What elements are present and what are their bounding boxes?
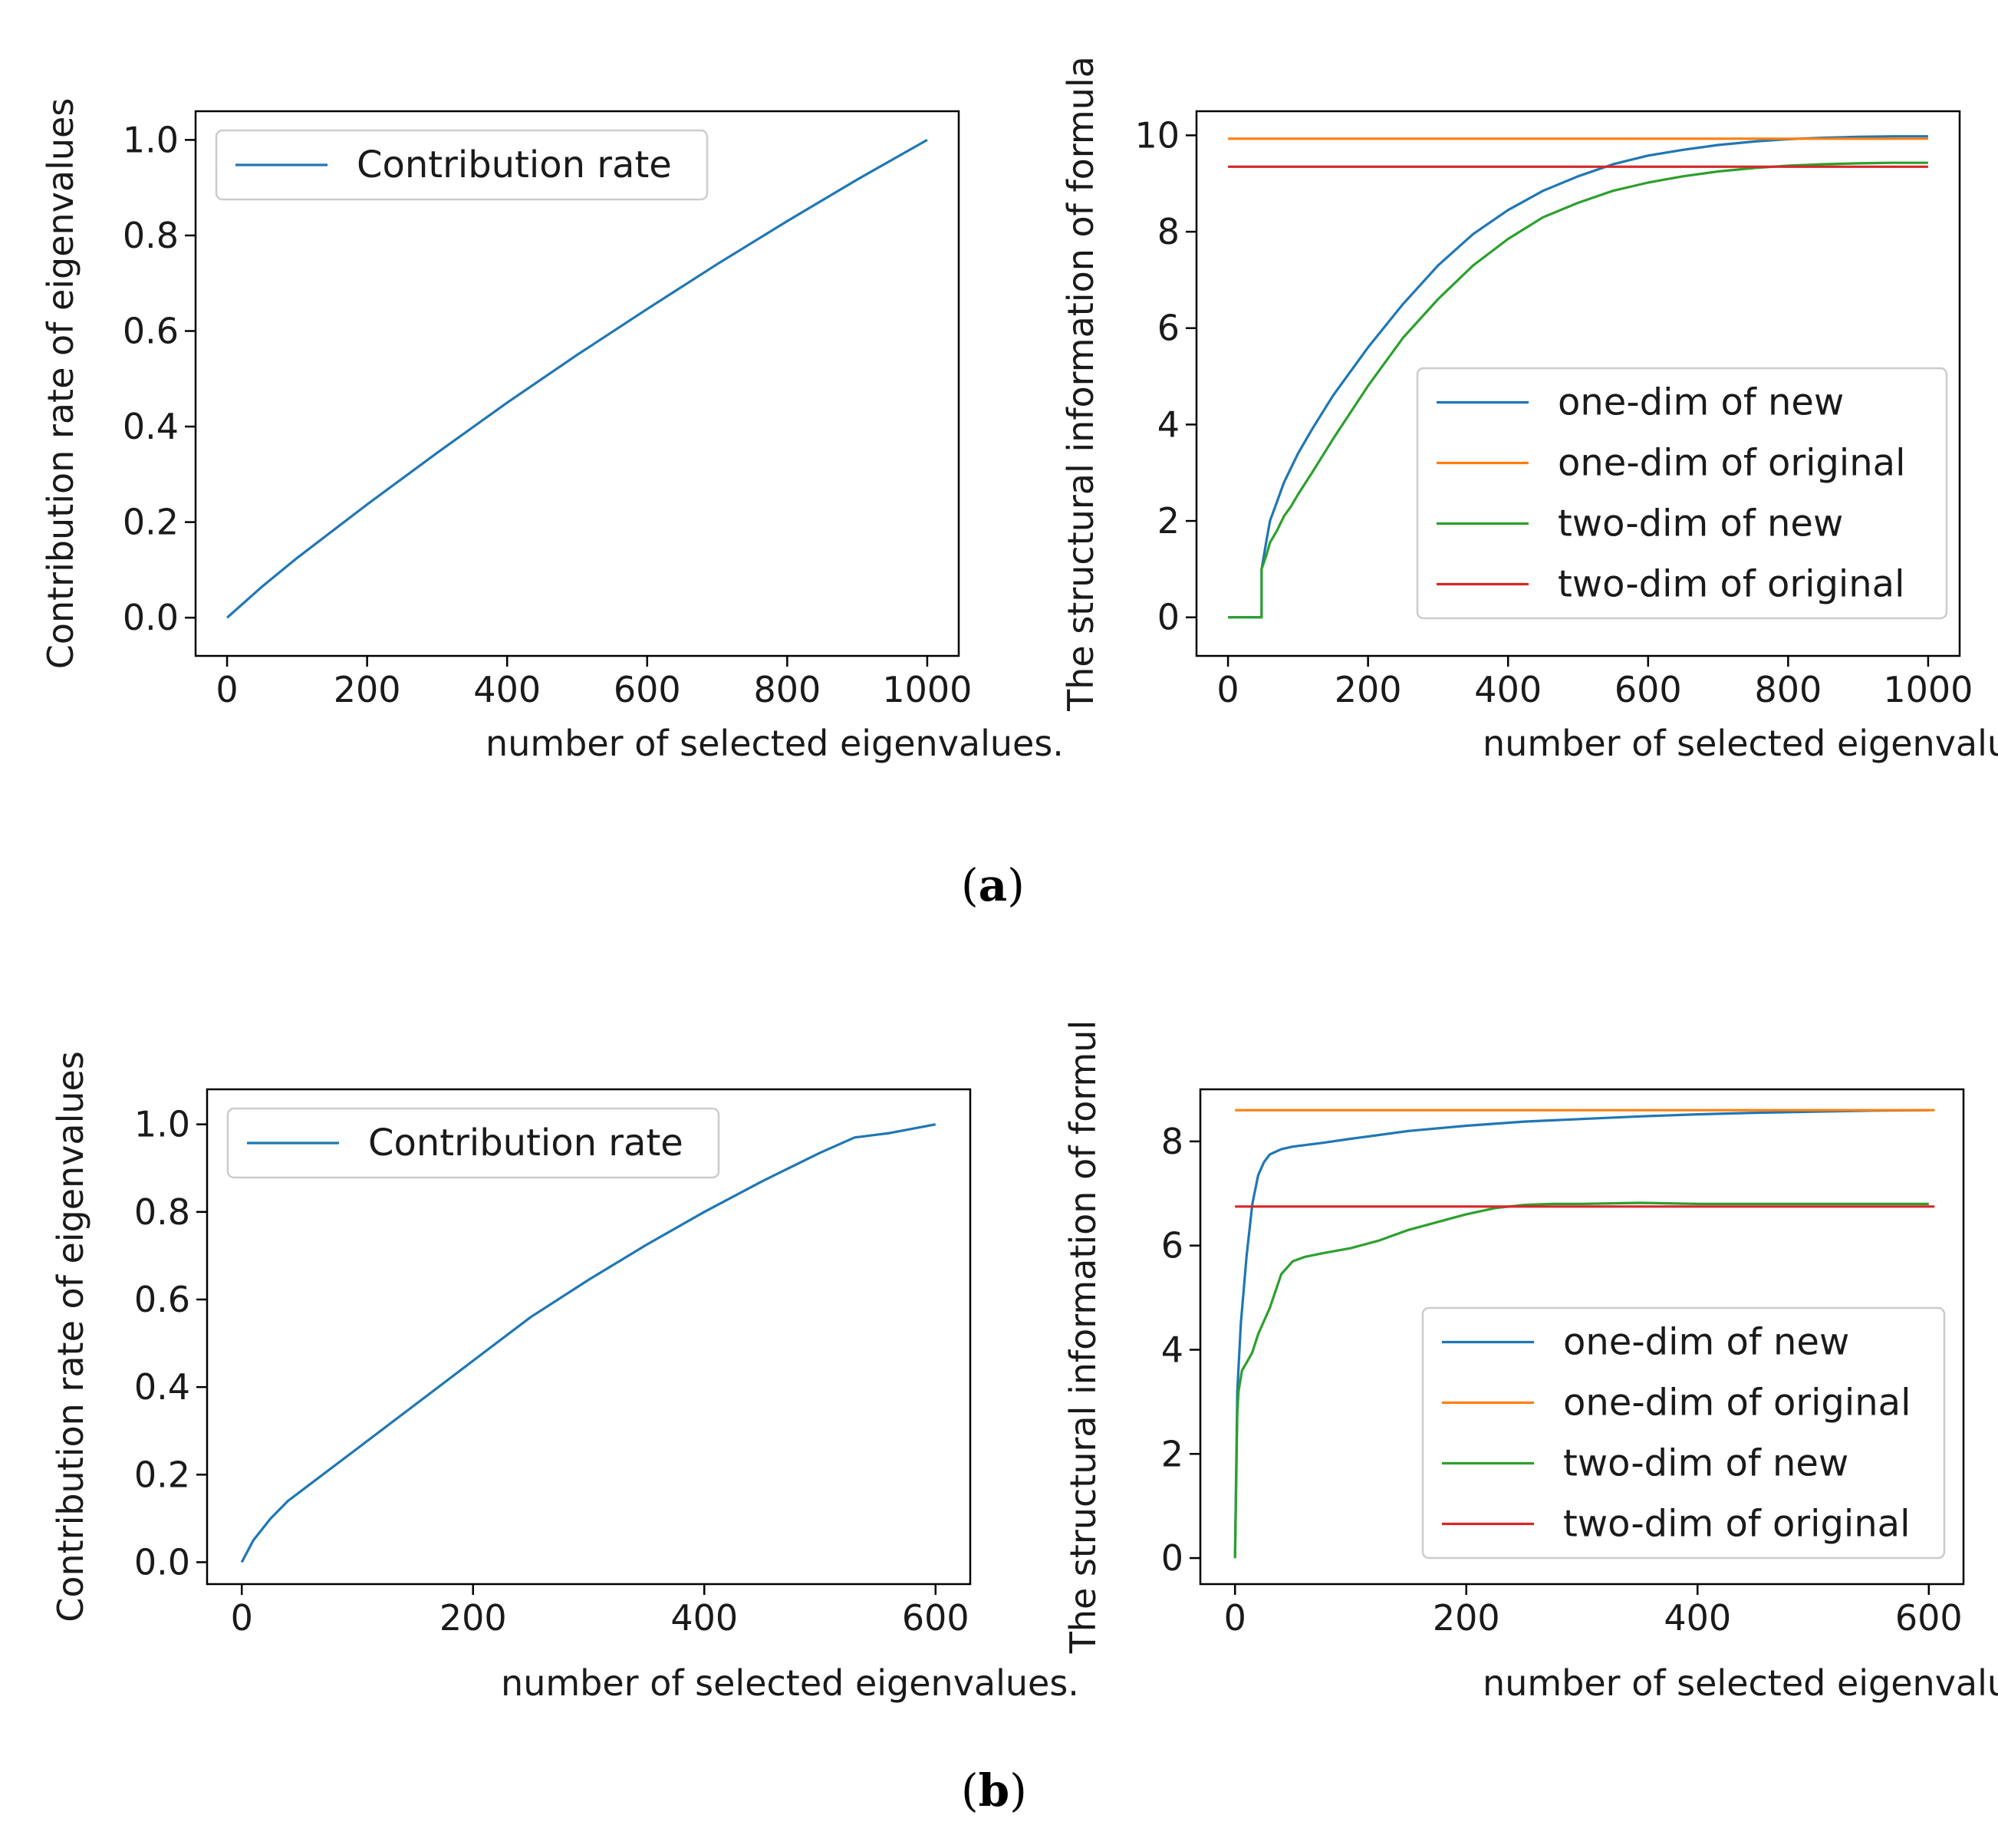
x-axis-label: number of selected eigenvalues. — [1483, 723, 1998, 764]
legend-box — [215, 129, 709, 201]
x-tick-label: 400 — [670, 1597, 738, 1639]
y-tick-label: 10 — [1134, 114, 1180, 156]
legend-box — [226, 1107, 720, 1179]
x-tick-label: 200 — [1433, 1597, 1500, 1639]
plot-frame — [1199, 1088, 1965, 1586]
legend-label: two-dim of new — [1558, 502, 1843, 545]
x-tick-label: 400 — [473, 669, 541, 710]
y-tick-label: 6 — [1157, 308, 1180, 349]
legend-label: one-dim of original — [1558, 442, 1905, 485]
y-axis-label: The structural information of formul — [1062, 1020, 1104, 1654]
y-axis-label: Contribution rate of eigenvalues — [40, 98, 81, 670]
legend-label: Contribution rate — [357, 143, 672, 186]
y-axis-label: Contribution rate of eigenvalues — [50, 1051, 91, 1622]
chart-a-right: 0 200 400 600 800 1000 0 2 4 6 8 10 number of select… — [1060, 56, 1998, 764]
legend-label: two-dim of new — [1563, 1442, 1848, 1485]
series-line-two-dim-of-new — [1233, 1201, 1929, 1559]
x-tick-label: 600 — [1895, 1597, 1963, 1639]
y-tick-label: 0 — [1157, 597, 1180, 638]
chart-b-left: 0 200 400 600 0.0 0.2 0.4 0.6 0.8 1.0 number of se… — [50, 1051, 1079, 1704]
series-line-one-dim-of-new — [1228, 135, 1928, 619]
series-line-one-dim-of-new — [1233, 1108, 1929, 1559]
y-tick-label: 8 — [1157, 211, 1180, 252]
y-tick-label: 6 — [1161, 1225, 1183, 1267]
x-tick-label: 1000 — [1883, 669, 1973, 710]
x-axis-label: number of selected eigenvalues. — [486, 723, 1064, 764]
x-tick-label: 200 — [334, 669, 401, 710]
y-tick-label: 0.2 — [123, 502, 179, 543]
x-tick-label: 600 — [1615, 669, 1682, 710]
legend-label: one-dim of new — [1558, 381, 1844, 424]
legend: one-dim of new one-dim of original two-dim… — [1421, 1306, 1946, 1560]
series-line-contribution-rate — [240, 1123, 936, 1563]
y-tick-label: 0.6 — [123, 310, 179, 351]
y-tick-label: 0.4 — [134, 1366, 190, 1408]
panel-label-a: (a) — [961, 859, 1025, 911]
legend: Contribution rate — [226, 1107, 720, 1179]
legend-label: one-dim of new — [1563, 1321, 1849, 1364]
panel-label-b: (b) — [961, 1764, 1027, 1817]
x-tick-label: 800 — [1754, 669, 1822, 710]
y-tick-label: 0 — [1161, 1537, 1183, 1579]
legend-label: Contribution rate — [368, 1122, 683, 1164]
x-tick-label: 0 — [1216, 669, 1239, 710]
y-tick-label: 8 — [1161, 1121, 1183, 1162]
y-tick-label: 2 — [1157, 500, 1180, 542]
x-tick-label: 400 — [1664, 1597, 1731, 1639]
legend: one-dim of new one-dim of original two-dim… — [1416, 367, 1948, 620]
x-tick-label: 600 — [614, 669, 681, 710]
plot-frame — [194, 110, 960, 657]
x-tick-label: 800 — [753, 669, 821, 710]
y-tick-label: 0.2 — [134, 1454, 190, 1495]
legend-label: two-dim of original — [1558, 563, 1904, 606]
y-tick-label: 0.4 — [123, 406, 179, 447]
legend-label: two-dim of original — [1563, 1503, 1910, 1546]
chart-a-left: 0 200 400 600 800 1000 0.0 0.2 0.4 0.6 0.8 1.0 numbe… — [40, 98, 1064, 764]
legend-box — [1421, 1306, 1946, 1560]
plot-frame — [206, 1088, 972, 1586]
y-tick-label: 0.8 — [134, 1191, 190, 1233]
y-tick-label: 0.6 — [134, 1279, 190, 1320]
x-tick-label: 0 — [216, 669, 238, 710]
plot-frame — [1195, 110, 1961, 657]
y-tick-label: 4 — [1157, 404, 1180, 445]
x-tick-label: 0 — [1224, 1597, 1246, 1639]
x-tick-label: 200 — [1335, 669, 1402, 710]
y-tick-label: 0.8 — [123, 215, 179, 256]
legend-label: one-dim of original — [1563, 1382, 1911, 1425]
series-line-contribution-rate — [226, 139, 928, 619]
x-tick-label: 0 — [231, 1597, 253, 1639]
x-tick-label: 600 — [902, 1597, 969, 1639]
x-tick-label: 400 — [1474, 669, 1542, 710]
x-axis-label: number of selected eigenvalues. — [501, 1662, 1079, 1704]
x-tick-label: 1000 — [882, 669, 972, 710]
x-axis-label: number of selected eigenvalues. — [1483, 1662, 1998, 1704]
y-tick-label: 0.0 — [123, 597, 179, 638]
y-tick-label: 0.0 — [134, 1541, 190, 1583]
x-tick-label: 200 — [439, 1597, 507, 1639]
legend-box — [1416, 367, 1948, 620]
legend: Contribution rate — [215, 129, 709, 201]
y-tick-label: 2 — [1161, 1433, 1183, 1474]
y-tick-label: 1.0 — [123, 119, 179, 160]
y-axis-label: The structural information of formula — [1060, 56, 1101, 712]
chart-b-right: 0 200 400 600 0 2 4 6 8 number of selected eigenv… — [1062, 1020, 1998, 1704]
y-tick-label: 1.0 — [134, 1104, 190, 1145]
y-tick-label: 4 — [1161, 1329, 1183, 1370]
